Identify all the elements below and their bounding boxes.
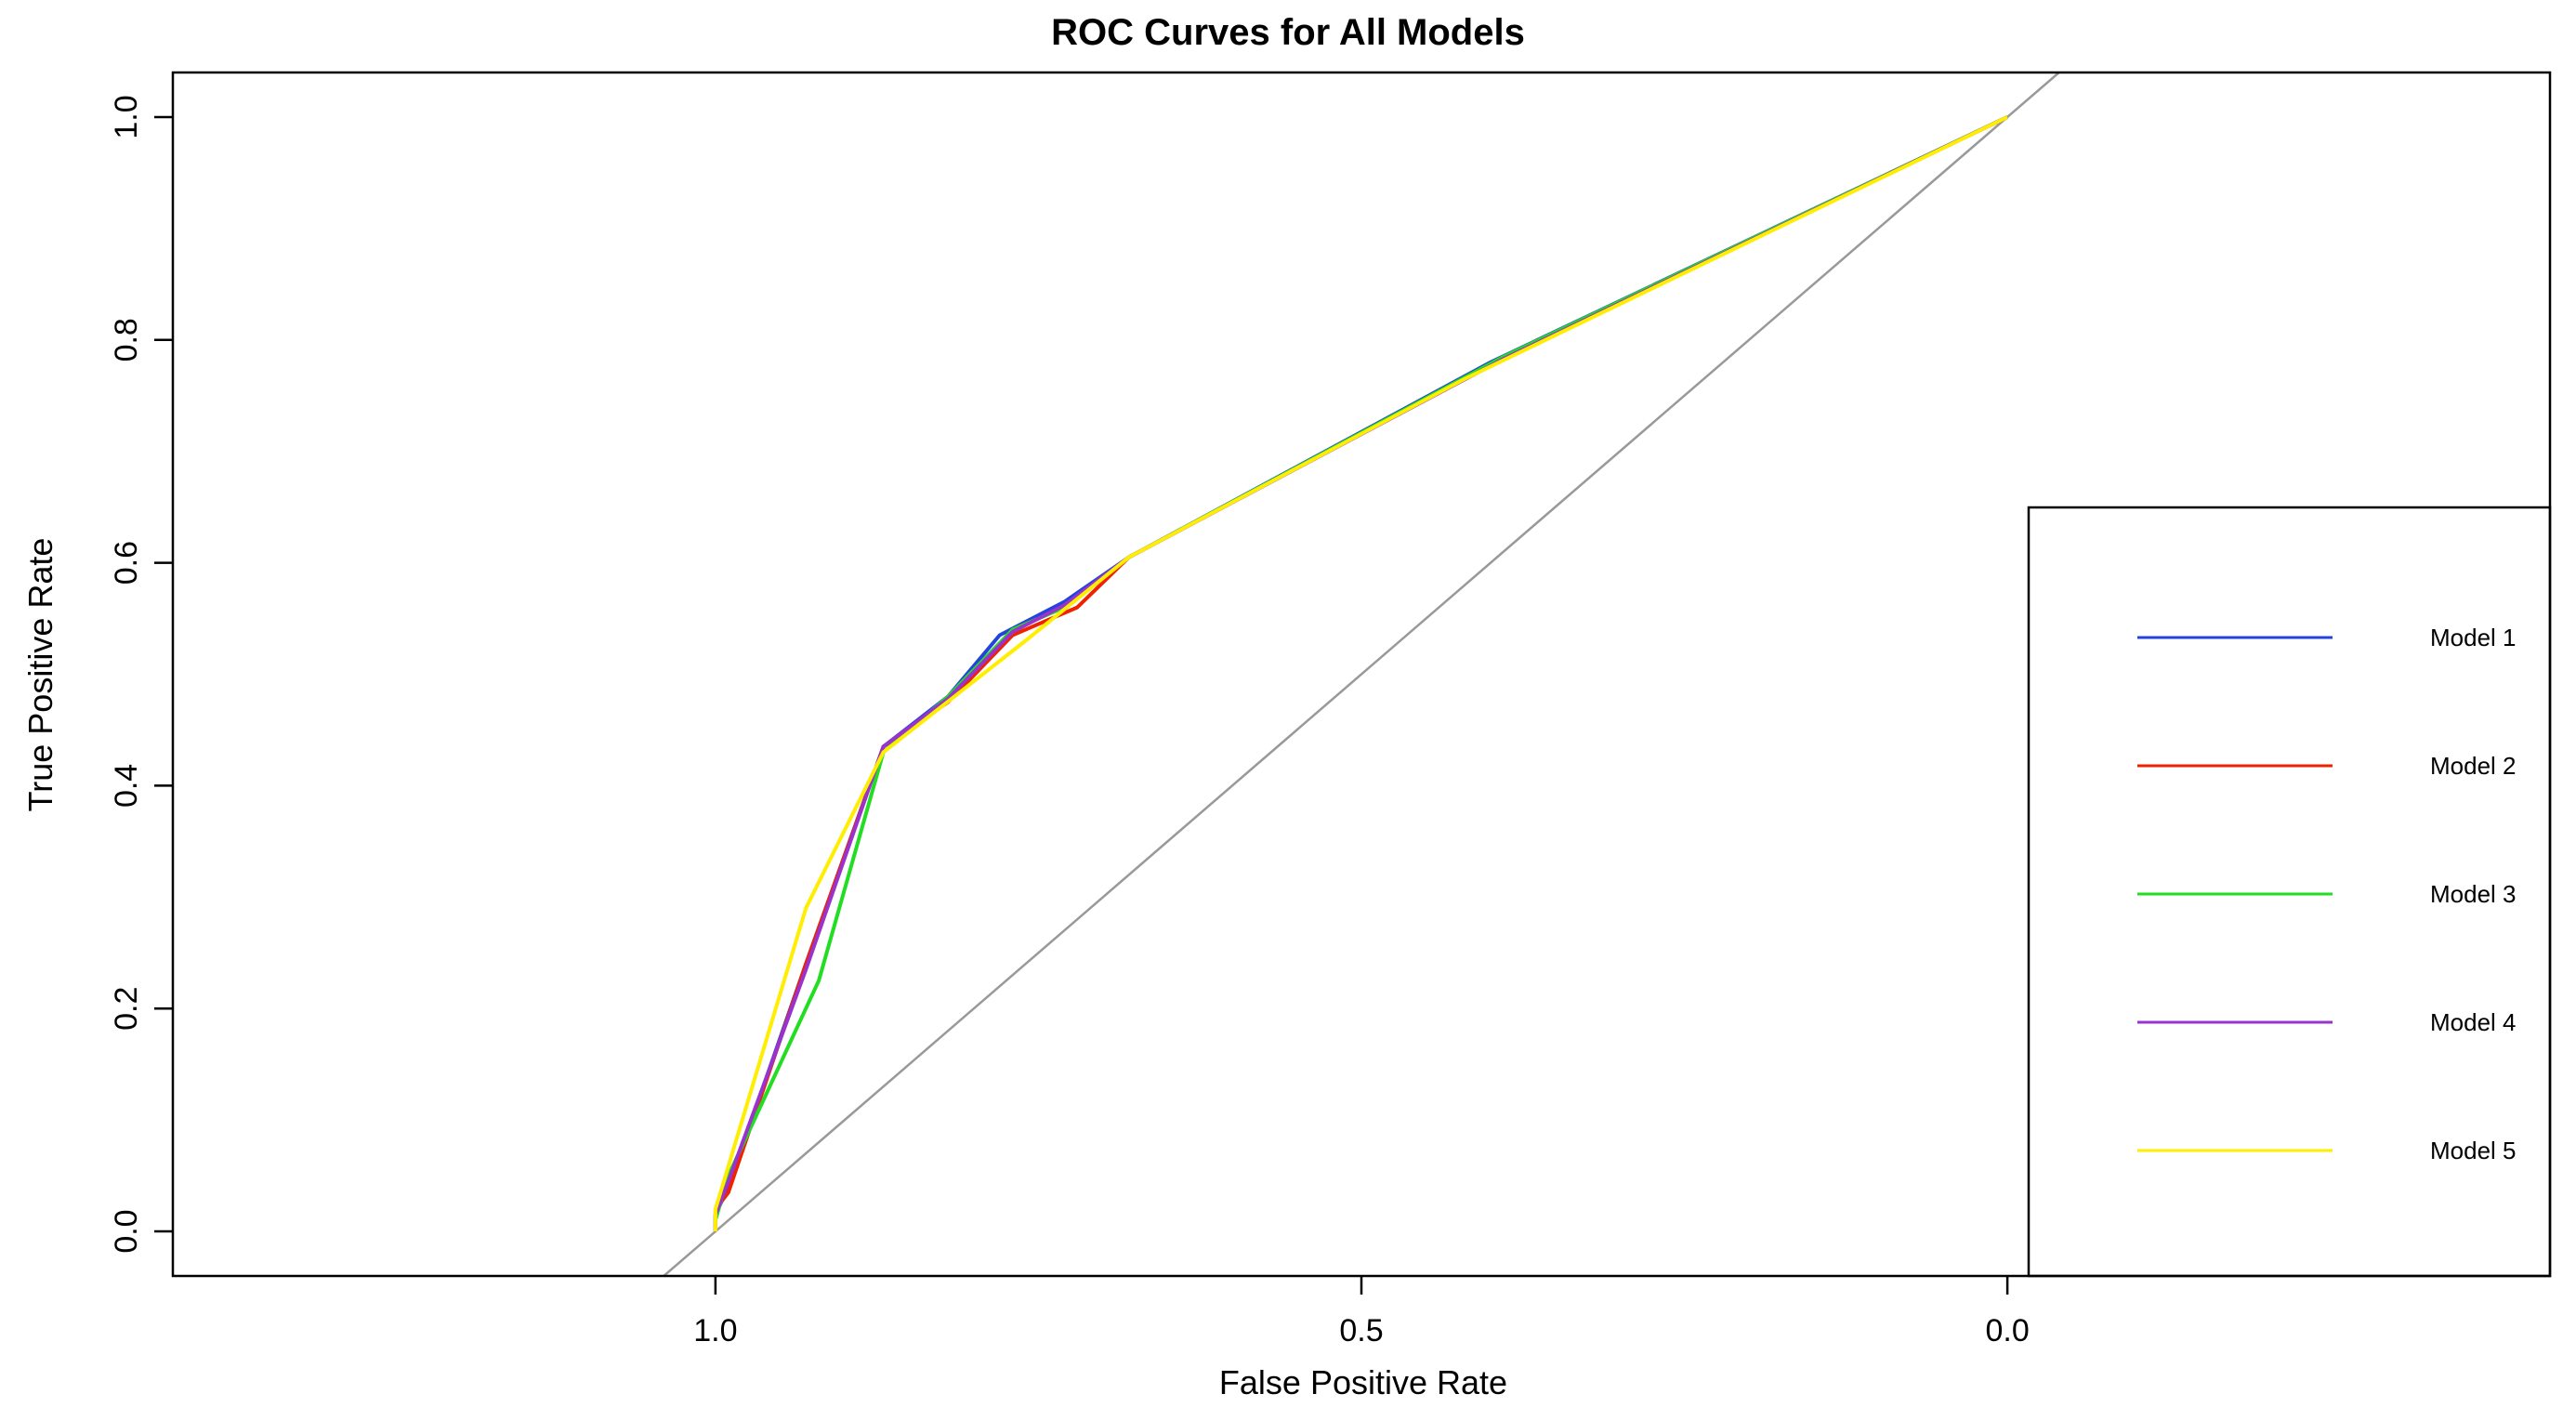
legend-label-model-2: Model 2 (2430, 752, 2517, 780)
x-axis: 1.0 0.5 0.0 (693, 1276, 2030, 1348)
series-line-model-5 (713, 115, 2008, 1231)
y-axis: 0.0 0.2 0.4 0.6 0.8 1.0 (109, 95, 173, 1254)
legend-label-model-3: Model 3 (2430, 880, 2517, 908)
y-tick-label: 0.6 (109, 541, 144, 585)
x-tick-label: 0.5 (1339, 1313, 1383, 1348)
y-tick-label: 0.4 (109, 764, 144, 808)
y-axis-label: True Positive Rate (21, 538, 59, 812)
chart-title: ROC Curves for All Models (1051, 12, 1525, 53)
legend-label-model-4: Model 4 (2430, 1008, 2517, 1036)
y-tick-label: 0.0 (109, 1209, 144, 1253)
x-tick-label: 0.0 (1985, 1313, 2029, 1348)
legend-label-model-1: Model 1 (2430, 624, 2517, 651)
y-tick-label: 0.8 (109, 318, 144, 362)
reference-diagonal-line (663, 72, 2060, 1276)
legend-label-model-5: Model 5 (2430, 1137, 2517, 1164)
x-tick-label: 1.0 (693, 1313, 737, 1348)
y-tick-label: 0.2 (109, 987, 144, 1031)
legend: Model 1 Model 2 Model 3 Model 4 Model 5 (2027, 506, 2552, 1278)
y-tick-label: 1.0 (109, 95, 144, 138)
series-layer (663, 72, 2060, 1276)
legend-box (2027, 506, 2552, 1278)
x-axis-label: False Positive Rate (1219, 1363, 1507, 1401)
